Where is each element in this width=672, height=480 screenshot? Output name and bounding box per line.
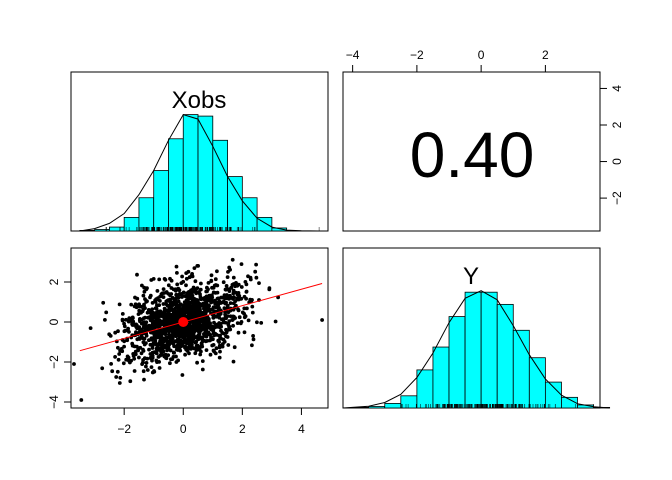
scatter-x-tick-label: 0 bbox=[180, 422, 187, 436]
y-histogram-bar bbox=[448, 316, 466, 409]
y-histogram-bar bbox=[432, 346, 450, 409]
variable-label-xobs: Xobs bbox=[172, 87, 227, 114]
top-tick-label: −2 bbox=[410, 48, 424, 62]
variable-label-y: Y bbox=[463, 263, 479, 290]
y-histogram-bar bbox=[512, 329, 530, 409]
y-histogram-bar bbox=[480, 291, 498, 409]
xobs-histogram-bar bbox=[212, 139, 228, 232]
y-histogram-bar bbox=[464, 291, 482, 409]
scatter-y-tick-label: −4 bbox=[47, 395, 61, 409]
xobs-histogram-bar bbox=[94, 229, 110, 232]
y-histogram-bar bbox=[400, 395, 418, 409]
histogram-xobs bbox=[79, 114, 320, 232]
xobs-histogram-bar bbox=[227, 176, 243, 232]
scatter-points bbox=[72, 257, 324, 402]
y-histogram-bar bbox=[384, 403, 402, 409]
correlation-value: 0.40 bbox=[410, 119, 535, 191]
scatter-y-tick-label: 2 bbox=[47, 278, 61, 285]
top-tick-label: −4 bbox=[346, 48, 360, 62]
y-histogram-rug bbox=[401, 404, 594, 408]
right-tick-label: 0 bbox=[610, 158, 624, 165]
xobs-histogram-bar bbox=[271, 227, 288, 232]
xobs-histogram-density-curve bbox=[79, 114, 320, 232]
y-histogram-bar bbox=[561, 396, 578, 409]
scatter-xobs-y bbox=[72, 257, 324, 402]
right-tick-label: −2 bbox=[610, 191, 624, 205]
fit-line bbox=[79, 282, 323, 352]
xobs-histogram-bar bbox=[109, 226, 125, 232]
y-histogram-bar bbox=[496, 303, 514, 409]
histogram-y bbox=[342, 290, 611, 409]
scatter-y-tick-label: −2 bbox=[47, 355, 61, 369]
scatter-x-tick-label: −2 bbox=[117, 422, 131, 436]
xobs-histogram-bar bbox=[241, 197, 258, 232]
y-histogram-bar bbox=[368, 406, 386, 409]
xobs-histogram-bar bbox=[168, 138, 184, 232]
xobs-histogram-rug bbox=[105, 227, 320, 231]
y-histogram-density-curve bbox=[342, 290, 610, 409]
xobs-histogram-bar bbox=[182, 114, 199, 232]
y-histogram-bar bbox=[416, 369, 434, 409]
right-tick-label: 2 bbox=[610, 121, 624, 128]
xobs-histogram-bar bbox=[138, 197, 155, 232]
right-tick-label: 4 bbox=[610, 85, 624, 92]
scatter-x-tick-label: 4 bbox=[298, 422, 305, 436]
axes: −2 0 2 4 −4 −2 0 2 −4 −2 0 2 −2 0 2 4 bbox=[47, 48, 624, 436]
top-tick-label: 2 bbox=[542, 48, 549, 62]
top-tick-label: 0 bbox=[478, 48, 485, 62]
y-histogram-bar bbox=[528, 357, 546, 409]
y-histogram-bar bbox=[544, 381, 562, 409]
scatter-y-tick-label: 0 bbox=[47, 318, 61, 325]
scatter-x-tick-label: 2 bbox=[239, 422, 246, 436]
xobs-histogram-bar bbox=[153, 170, 169, 232]
mean-point bbox=[178, 317, 189, 327]
